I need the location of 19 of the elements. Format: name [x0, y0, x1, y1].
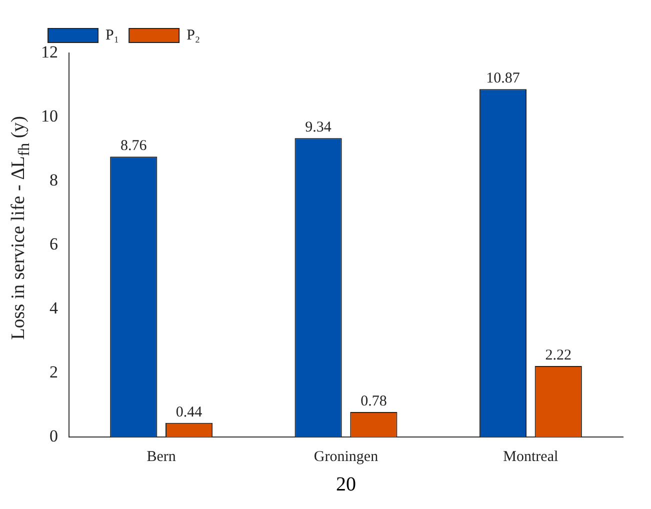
- data-label: 10.87: [486, 70, 520, 87]
- y-tick-label: 2: [50, 362, 58, 382]
- data-label: 0.78: [360, 393, 387, 410]
- y-tick-label: 4: [50, 298, 58, 318]
- y-tick-label: 0: [50, 426, 58, 446]
- x-tick-label: Montreal: [503, 448, 558, 465]
- y-tick-label: 6: [50, 234, 58, 254]
- y-tick-label: 8: [50, 170, 58, 190]
- x-tick-label: Groningen: [314, 448, 379, 465]
- data-label: 0.44: [176, 404, 203, 420]
- legend-label: P₂: [186, 27, 200, 44]
- data-label: 9.34: [305, 120, 332, 136]
- x-tick-label: Bern: [146, 448, 176, 465]
- data-label: 8.76: [120, 138, 148, 154]
- legend-label: P₁: [106, 27, 120, 44]
- x-axis-title: 20: [336, 473, 356, 496]
- data-label: 2.22: [545, 347, 572, 364]
- y-tick-label: 12: [41, 42, 58, 62]
- y-tick-label: 10: [41, 106, 58, 126]
